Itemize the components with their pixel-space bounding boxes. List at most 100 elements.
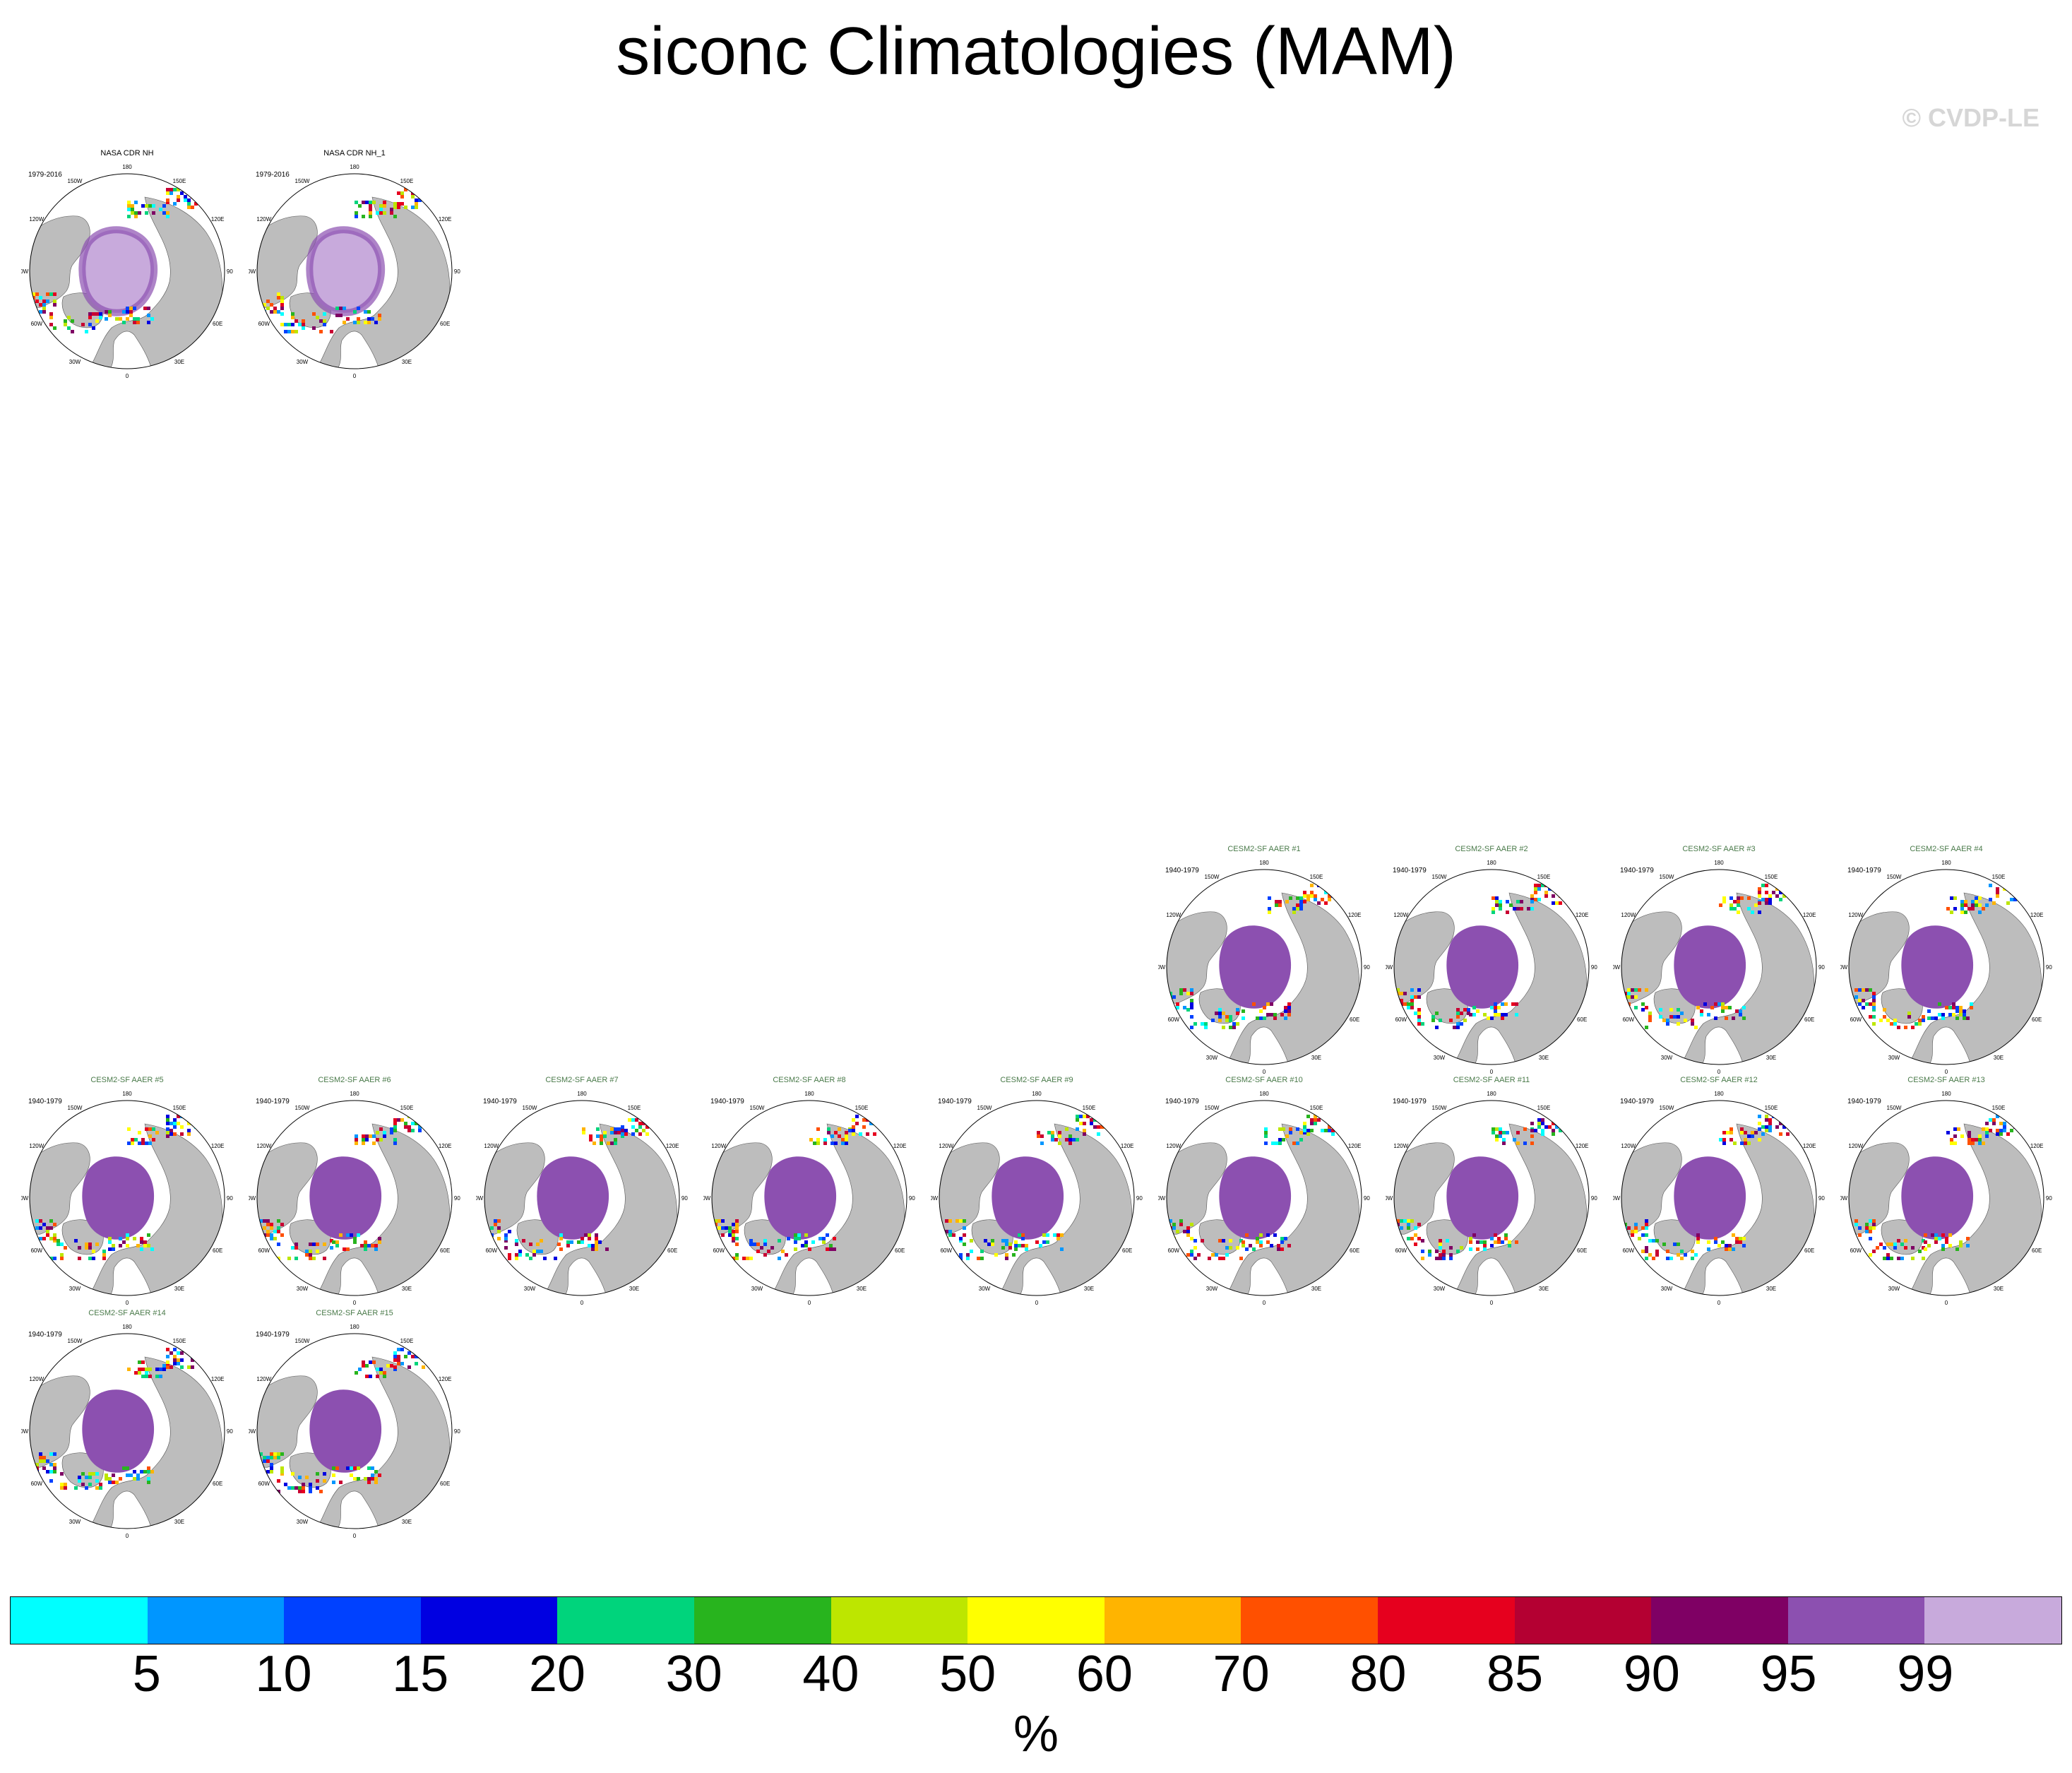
ice-pixel	[1721, 1009, 1725, 1013]
ice-pixel	[1893, 1246, 1897, 1250]
longitude-label: 150W	[68, 178, 83, 184]
ice-pixel	[1453, 1026, 1456, 1029]
longitude-label: 90W	[249, 1195, 256, 1202]
ice-pixel	[71, 330, 74, 333]
ice-pixel	[1179, 992, 1183, 995]
ice-pixel	[56, 1239, 60, 1243]
ice-pixel	[346, 1247, 350, 1251]
ice-pixel	[1229, 1246, 1232, 1250]
polar-map: 180150E120E90E60E30E030W60W90W120W150W	[21, 1324, 233, 1539]
ice-pixel	[383, 204, 386, 208]
ice-pixel	[383, 1371, 386, 1375]
ice-pixel	[1328, 898, 1331, 901]
ice-pixel	[1621, 1219, 1624, 1223]
ice-pixel	[1299, 1131, 1303, 1134]
ice-pixel	[60, 1253, 64, 1257]
ice-pixel	[108, 1247, 112, 1251]
colorbar-units: %	[1013, 1706, 1059, 1762]
ice-pixel	[1523, 1127, 1527, 1131]
panel-title: CESM2-SF AAER #5	[90, 1076, 164, 1084]
ice-pixel	[1252, 1247, 1256, 1251]
ice-pixel	[1167, 1223, 1169, 1226]
land-mass	[1452, 892, 1588, 1065]
ice-pixel	[1883, 1015, 1886, 1019]
ice-pixel	[1266, 1002, 1270, 1006]
ice-pixel	[39, 296, 42, 300]
ice-pixel	[1703, 1002, 1707, 1006]
land-mass	[484, 1142, 545, 1235]
longitude-label: 150E	[1310, 874, 1323, 880]
ice-pixel	[610, 1127, 614, 1131]
ice-pixel	[180, 191, 184, 195]
ice-pixel	[1306, 898, 1310, 901]
ice-pixel	[393, 206, 397, 209]
ice-pixel	[1256, 1016, 1259, 1020]
ice-pixel	[1761, 884, 1765, 887]
ice-pixel	[778, 1257, 781, 1260]
ice-pixel	[529, 1257, 532, 1260]
ice-pixel	[980, 1250, 984, 1253]
ice-pixel	[1321, 1129, 1324, 1132]
ice-pixel	[635, 1129, 638, 1132]
ice-pixel	[99, 316, 102, 319]
ice-pixel	[1621, 1226, 1624, 1230]
longitude-label: 0	[1717, 1069, 1721, 1075]
ice-pixel	[845, 1134, 848, 1138]
ice-pixel	[1208, 1257, 1211, 1260]
longitude-label: 150W	[68, 1338, 83, 1344]
ice-pixel	[273, 307, 277, 310]
ice-pixel	[566, 1244, 570, 1247]
ice-pixel	[60, 1486, 64, 1490]
ice-pixel	[312, 326, 316, 330]
longitude-label: 0	[1035, 1300, 1039, 1306]
ice-pixel	[598, 1240, 602, 1244]
ice-pixel	[1941, 1244, 1945, 1247]
longitude-label: 120E	[1576, 1143, 1589, 1149]
ice-pixel	[1287, 1006, 1291, 1009]
ice-pixel	[484, 1230, 487, 1233]
ice-pixel	[1534, 1129, 1537, 1132]
ice-pixel	[1051, 1134, 1054, 1138]
ice-pixel	[1495, 1138, 1499, 1142]
ice-pixel	[177, 1358, 180, 1362]
ice-pixel	[1849, 995, 1851, 999]
longitude-label: 30E	[402, 1519, 412, 1525]
land-mass	[30, 1142, 90, 1235]
ice-pixel	[589, 1138, 593, 1142]
ice-pixel	[343, 307, 346, 310]
ice-pixel	[1275, 903, 1278, 907]
ice-pixel	[1021, 1237, 1025, 1240]
ice-pixel	[1289, 1127, 1292, 1131]
ice-pixel	[1645, 1250, 1648, 1253]
longitude-label: 30E	[1994, 1055, 2003, 1061]
ice-pixel	[808, 1247, 811, 1251]
ice-pixel	[1897, 1239, 1900, 1243]
ice-pixel	[1966, 1237, 1970, 1240]
ice-pixel	[277, 1452, 280, 1456]
ice-pixel	[280, 323, 284, 326]
ice-pixel	[95, 319, 99, 323]
ice-pixel	[371, 1477, 374, 1481]
ice-pixel	[369, 1360, 372, 1364]
ice-pixel	[1035, 1240, 1039, 1244]
ice-pixel	[1083, 1115, 1086, 1118]
ice-pixel	[1955, 1006, 1959, 1009]
ice-pixel	[1502, 1131, 1506, 1134]
ice-pixel	[1497, 1006, 1501, 1009]
longitude-label: 120W	[1393, 1143, 1408, 1149]
ice-pixel	[277, 1456, 280, 1459]
ice-pixel	[1761, 1132, 1765, 1136]
ice-pixel	[1324, 901, 1328, 905]
ice-pixel	[834, 1142, 838, 1145]
ice-pixel	[624, 1129, 628, 1132]
ice-pixel	[1186, 1253, 1190, 1257]
ice-pixel	[374, 1247, 378, 1251]
longitude-label: 60W	[713, 1247, 725, 1254]
ice-pixel	[81, 1472, 85, 1476]
ice-pixel	[365, 1364, 369, 1368]
ice-pixel	[603, 1131, 607, 1134]
ice-pixel	[316, 1243, 319, 1246]
ice-pixel	[1005, 1257, 1008, 1260]
ice-pixel	[728, 1233, 732, 1237]
ice-pixel	[32, 1237, 35, 1240]
